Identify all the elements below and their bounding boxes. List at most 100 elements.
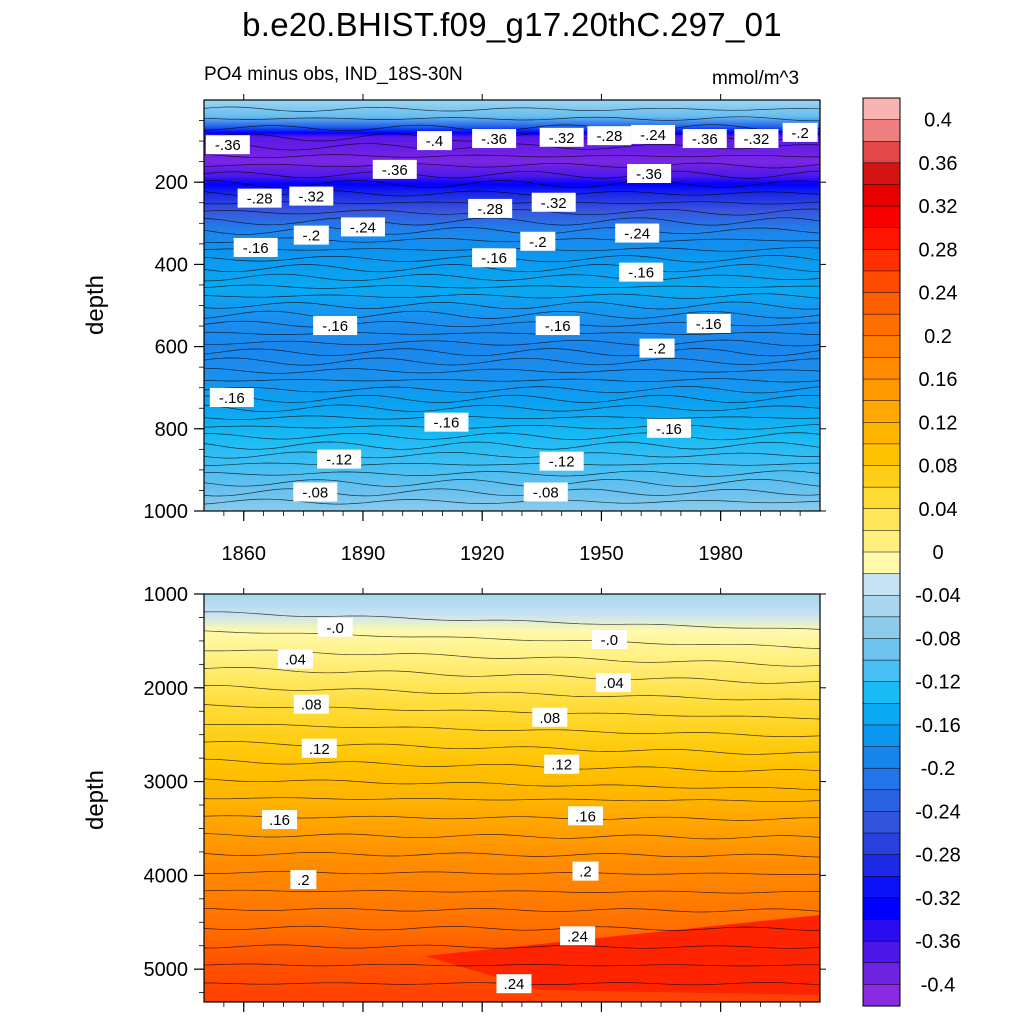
contour-label-text: -.16: [243, 240, 269, 257]
upper-y-axis: 200 400 600 800 1000: [144, 120, 826, 523]
contour-label: -.16: [619, 262, 664, 282]
contour-label-text: -.12: [549, 454, 575, 471]
chart-title: b.e20.BHIST.f09_g17.20thC.297_01: [242, 6, 782, 43]
colorbar-box: [862, 940, 901, 964]
contour-label-box: [686, 313, 731, 333]
colorbar-box: [862, 876, 901, 899]
contour-label-box: [591, 629, 627, 649]
contour-line: [204, 470, 820, 477]
contour-line: [204, 310, 820, 319]
colorbar-box: [862, 270, 901, 294]
contour-label: -.2: [293, 225, 329, 245]
contour-label-box: [535, 316, 580, 336]
contour-label-box: [205, 135, 250, 155]
lower-y-axis: 1000 2000 3000 4000 5000: [144, 584, 826, 994]
contour-label: -.24: [615, 223, 660, 243]
contour-line: [204, 451, 820, 459]
contour-label-text: -.32: [743, 131, 769, 148]
colorbar-box: [862, 789, 901, 812]
contour-label-text: .12: [551, 757, 572, 774]
contour-line: [204, 404, 820, 413]
colorbar-box: [862, 119, 901, 142]
contour-label-box: [532, 707, 568, 727]
contour-label-box: [262, 810, 298, 830]
contour-label: -.16: [233, 237, 278, 257]
contour-label-text: -.16: [481, 250, 507, 267]
contour-label-box: [293, 482, 338, 502]
contour-label-text: .24: [504, 976, 525, 993]
contour-label: -.2: [520, 231, 556, 251]
contour-line: [204, 925, 820, 931]
contour-label-box: [209, 387, 254, 407]
colorbar-box: [862, 205, 901, 229]
contour-label: -.08: [523, 482, 568, 502]
contour-label: -.08: [293, 482, 338, 502]
contour-label: -.32: [531, 192, 576, 212]
contour-label-text: -.2: [791, 125, 809, 142]
contour-line: [204, 963, 820, 967]
contour-label-box: [734, 129, 779, 149]
contour-line: [204, 116, 820, 122]
contour-label: -.28: [587, 126, 632, 146]
colorbar-box: [862, 357, 901, 380]
contour-label-box: [531, 192, 576, 212]
x-tick-label: 1860: [221, 543, 266, 565]
contour-label: -.0: [591, 629, 627, 649]
upper-contour-labels: -.36 -.4 -.36 -.32 -.28 -.24 -.36 -.32 -.2 -.36 -.…: [205, 122, 818, 502]
contour-label: -.12: [539, 451, 584, 471]
contour-label-box: [468, 198, 513, 218]
contour-label: -.0: [317, 617, 353, 637]
contour-label-text: -.24: [350, 219, 376, 236]
contour-label-box: [290, 870, 317, 890]
contour-label-text: -.16: [628, 265, 654, 282]
contour-label: -.36: [682, 129, 727, 149]
contour-label-box: [615, 223, 660, 243]
y-tick-label: 1000: [144, 501, 189, 523]
contour-line: [204, 907, 820, 913]
contour-label-text: .24: [567, 928, 588, 945]
contour-label-text: -.08: [533, 485, 559, 502]
contour-label-box: [233, 237, 278, 257]
contour-line: [204, 723, 820, 738]
contour-label: .08: [293, 694, 329, 714]
contour-line: [204, 851, 820, 858]
contour-label: -.16: [313, 316, 358, 336]
contour-line: [204, 415, 820, 420]
contour-line: [204, 180, 820, 189]
contour-label-text: -.16: [433, 415, 459, 432]
contour-label-text: -.08: [302, 485, 328, 502]
contour-line: [204, 630, 820, 649]
colorbar-box: [862, 486, 901, 510]
contour-label: -.32: [734, 129, 779, 149]
contour-line: [204, 331, 820, 336]
contour-label: -.16: [646, 418, 691, 438]
contour-label-text: -.16: [656, 421, 682, 438]
contour-label: .12: [544, 754, 580, 774]
contour-line: [204, 154, 820, 159]
left-subtitle: PO4 minus obs, IND_18S-30N: [204, 64, 463, 85]
colorbar-label: -0.32: [915, 888, 961, 910]
contour-label: -.36: [627, 163, 672, 183]
contour-line: [204, 339, 820, 347]
contour-line: [204, 684, 820, 701]
colorbar-label: 0.24: [919, 283, 958, 305]
contour-line: [204, 944, 820, 949]
contour-label-box: [472, 248, 517, 268]
colorbar-label: 0.32: [919, 196, 958, 218]
contour-label: .24: [496, 974, 532, 994]
contour-label-text: .2: [297, 872, 310, 889]
lower-panel-frame: [203, 593, 821, 1003]
colorbar-label: -0.16: [915, 715, 961, 737]
colorbar-box: [862, 292, 901, 315]
contour-label-box: [424, 412, 469, 432]
contour-label-box: [646, 418, 691, 438]
x-tick-label: 1980: [698, 543, 743, 565]
colorbar-label: 0.2: [924, 326, 952, 348]
colorbar-box: [862, 227, 901, 250]
upper-panel-fill: [204, 100, 820, 511]
contour-line: [204, 611, 820, 630]
lower-y-axis-label: depth: [82, 770, 109, 830]
contour-line: [204, 378, 820, 383]
colorbar-box: [862, 659, 901, 683]
contour-line: [204, 106, 820, 112]
